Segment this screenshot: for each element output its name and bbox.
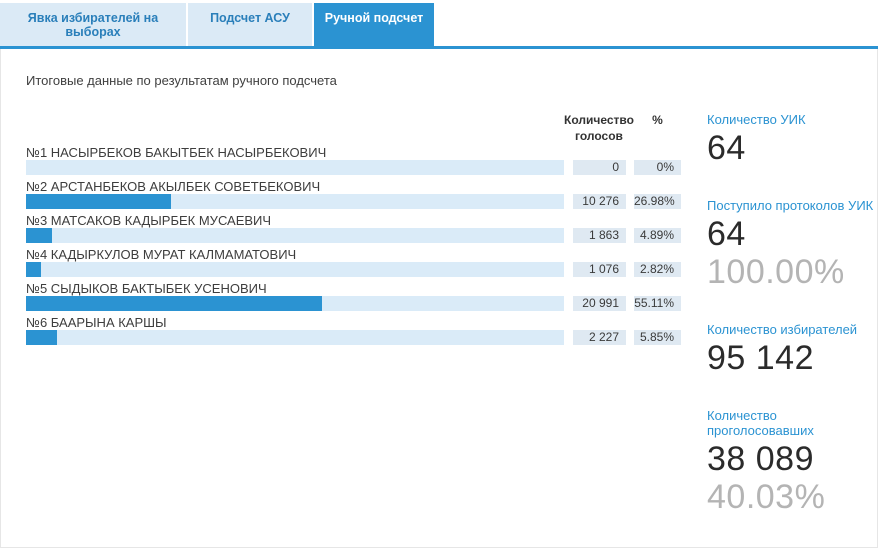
stat-value: 38 089	[707, 440, 814, 478]
candidate-bar-line: 1 863 4.89%	[26, 228, 682, 243]
body-row: Количество голосов % №1 НАСЫРБЕКОВ БАКЫТ…	[26, 112, 877, 547]
candidate-bar-line: 20 991 55.11%	[26, 296, 682, 311]
vote-bar-track	[26, 228, 564, 243]
table-header: Количество голосов %	[26, 112, 682, 146]
vote-bar-track	[26, 160, 564, 175]
candidate-bar-line: 1 076 2.82%	[26, 262, 682, 277]
tab-asu-count[interactable]: Подсчет АСУ	[188, 3, 312, 46]
vote-bar-fill	[26, 296, 323, 311]
votes-cell: 2 227	[573, 330, 626, 345]
vote-bar-fill	[26, 194, 172, 209]
vote-bar-track	[26, 330, 564, 345]
vote-bar-track	[26, 262, 564, 277]
column-header-percent: %	[652, 113, 663, 127]
results-table: Количество голосов % №1 НАСЫРБЕКОВ БАКЫТ…	[26, 112, 682, 350]
content-card: Итоговые данные по результатам ручного п…	[0, 49, 878, 548]
votes-cell: 1 076	[573, 262, 626, 277]
candidate-rows: №1 НАСЫРБЕКОВ БАКЫТБЕК НАСЫРБЕКОВИЧ 0 0%…	[26, 146, 682, 345]
tab-voter-turnout[interactable]: Явка избирателей на выборах	[0, 3, 186, 46]
stat-value: 64	[707, 215, 746, 253]
percent-cell: 55.11%	[634, 296, 681, 311]
tab-bar: Явка избирателей на выборах Подсчет АСУ …	[0, 0, 878, 49]
vote-bar-track	[26, 194, 564, 209]
votes-cell: 1 863	[573, 228, 626, 243]
stat-label: Количество избирателей	[707, 322, 858, 337]
percent-cell: 5.85%	[634, 330, 681, 345]
percent-cell: 26.98%	[634, 194, 681, 209]
page-title: Итоговые данные по результатам ручного п…	[26, 73, 337, 88]
votes-cell: 20 991	[573, 296, 626, 311]
candidate-row: №4 КАДЫРКУЛОВ МУРАТ КАЛМАМАТОВИЧ 1 076 2…	[26, 248, 682, 277]
candidate-row: №2 АРСТАНБЕКОВ АКЫЛБЕК СОВЕТБЕКОВИЧ 10 2…	[26, 180, 682, 209]
stat-sub-value: 100.00%	[707, 253, 845, 291]
tab-manual-count[interactable]: Ручной подсчет	[314, 3, 434, 46]
stat-block: Количество УИК 64	[707, 112, 879, 167]
candidate-row: №3 МАТСАКОВ КАДЫРБЕК МУСАЕВИЧ 1 863 4.89…	[26, 214, 682, 243]
votes-cell: 10 276	[573, 194, 626, 209]
candidate-bar-line: 10 276 26.98%	[26, 194, 682, 209]
vote-bar-fill	[26, 262, 42, 277]
stat-value: 95 142	[707, 339, 814, 377]
candidate-bar-line: 2 227 5.85%	[26, 330, 682, 345]
vote-bar-fill	[26, 330, 58, 345]
vote-bar-track	[26, 296, 564, 311]
stat-label: Количество проголосовавших	[707, 408, 814, 438]
stat-block: Количество проголосовавших 38 089 40.03%	[707, 408, 879, 516]
candidate-name: №2 АРСТАНБЕКОВ АКЫЛБЕК СОВЕТБЕКОВИЧ	[26, 179, 321, 194]
candidate-name: №5 СЫДЫКОВ БАКТЫБЕК УСЕНОВИЧ	[26, 281, 267, 296]
candidate-bar-line: 0 0%	[26, 160, 682, 175]
stat-sub-value: 40.03%	[707, 478, 826, 516]
stat-label: Количество УИК	[707, 112, 806, 127]
stat-value: 64	[707, 129, 746, 167]
candidate-row: №6 БААРЫНА КАРШЫ 2 227 5.85%	[26, 316, 682, 345]
percent-cell: 0%	[634, 160, 681, 175]
stat-block: Поступило протоколов УИК 64 100.00%	[707, 198, 879, 291]
stat-label: Поступило протоколов УИК	[707, 198, 874, 213]
percent-cell: 4.89%	[634, 228, 681, 243]
stats-panel: Количество УИК 64 Поступило протоколов У…	[682, 112, 879, 547]
column-header-votes: Количество голосов	[564, 113, 634, 143]
candidate-row: №1 НАСЫРБЕКОВ БАКЫТБЕК НАСЫРБЕКОВИЧ 0 0%	[26, 146, 682, 175]
candidate-name: №6 БААРЫНА КАРШЫ	[26, 315, 167, 330]
stat-block: Количество избирателей 95 142	[707, 322, 879, 377]
candidate-name: №1 НАСЫРБЕКОВ БАКЫТБЕК НАСЫРБЕКОВИЧ	[26, 145, 327, 160]
candidate-row: №5 СЫДЫКОВ БАКТЫБЕК УСЕНОВИЧ 20 991 55.1…	[26, 282, 682, 311]
vote-bar-fill	[26, 228, 53, 243]
votes-cell: 0	[573, 160, 626, 175]
candidate-name: №3 МАТСАКОВ КАДЫРБЕК МУСАЕВИЧ	[26, 213, 272, 228]
percent-cell: 2.82%	[634, 262, 681, 277]
candidate-name: №4 КАДЫРКУЛОВ МУРАТ КАЛМАМАТОВИЧ	[26, 247, 297, 262]
